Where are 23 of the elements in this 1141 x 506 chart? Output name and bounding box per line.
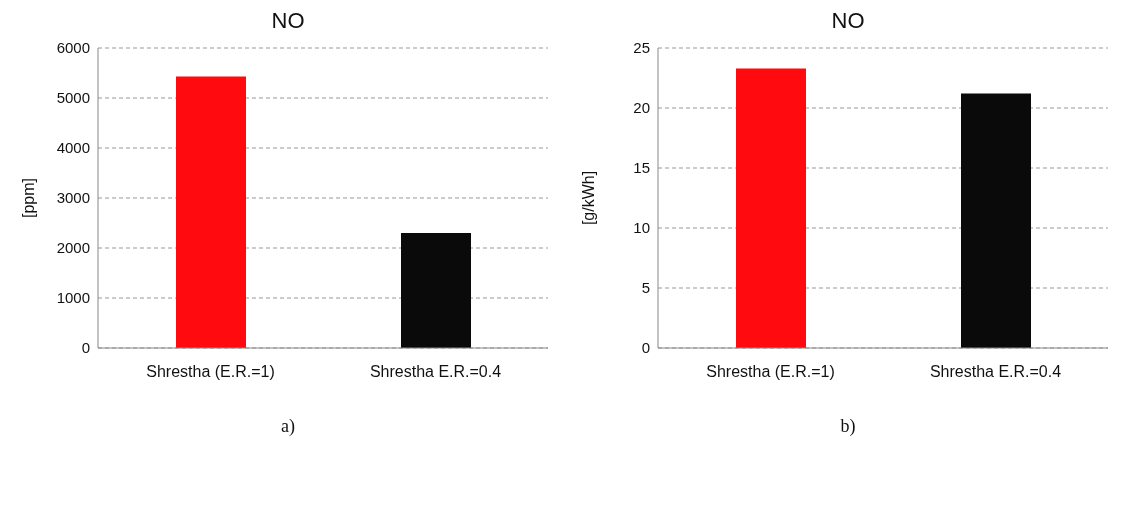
y-tick-label: 0 — [81, 339, 90, 357]
text: b) — [839, 416, 857, 437]
x-tick-label: Shrestha E.R.=0.4 — [369, 363, 502, 381]
y-tick-label: 1000 — [56, 289, 90, 307]
y-tick-label: 5000 — [56, 89, 90, 107]
y-tick-label: 25 — [633, 39, 650, 57]
y-tick-label: 6000 — [56, 39, 90, 57]
y-axis-title: [ppm] — [19, 177, 37, 219]
y-tick-label: 2000 — [56, 239, 90, 257]
y-tick-label: 15 — [633, 159, 650, 177]
y-axis-title: [g/kWh] — [579, 170, 597, 226]
x-tick-label: Shrestha E.R.=0.4 — [929, 363, 1062, 381]
y-tick-label: 4000 — [56, 139, 90, 157]
y-tick-label: 20 — [633, 99, 650, 117]
x-tick-label: Shrestha (E.R.=1) — [706, 363, 835, 381]
x-tick-label: Shrestha (E.R.=1) — [146, 363, 275, 381]
y-tick-label: 3000 — [56, 189, 90, 207]
text: a) — [280, 416, 296, 437]
chart-title: NO — [270, 8, 306, 35]
y-tick-label: 5 — [641, 279, 650, 297]
y-tick-label: 10 — [633, 219, 650, 237]
chart-title: NO — [830, 8, 866, 35]
y-tick-label: 0 — [641, 339, 650, 357]
